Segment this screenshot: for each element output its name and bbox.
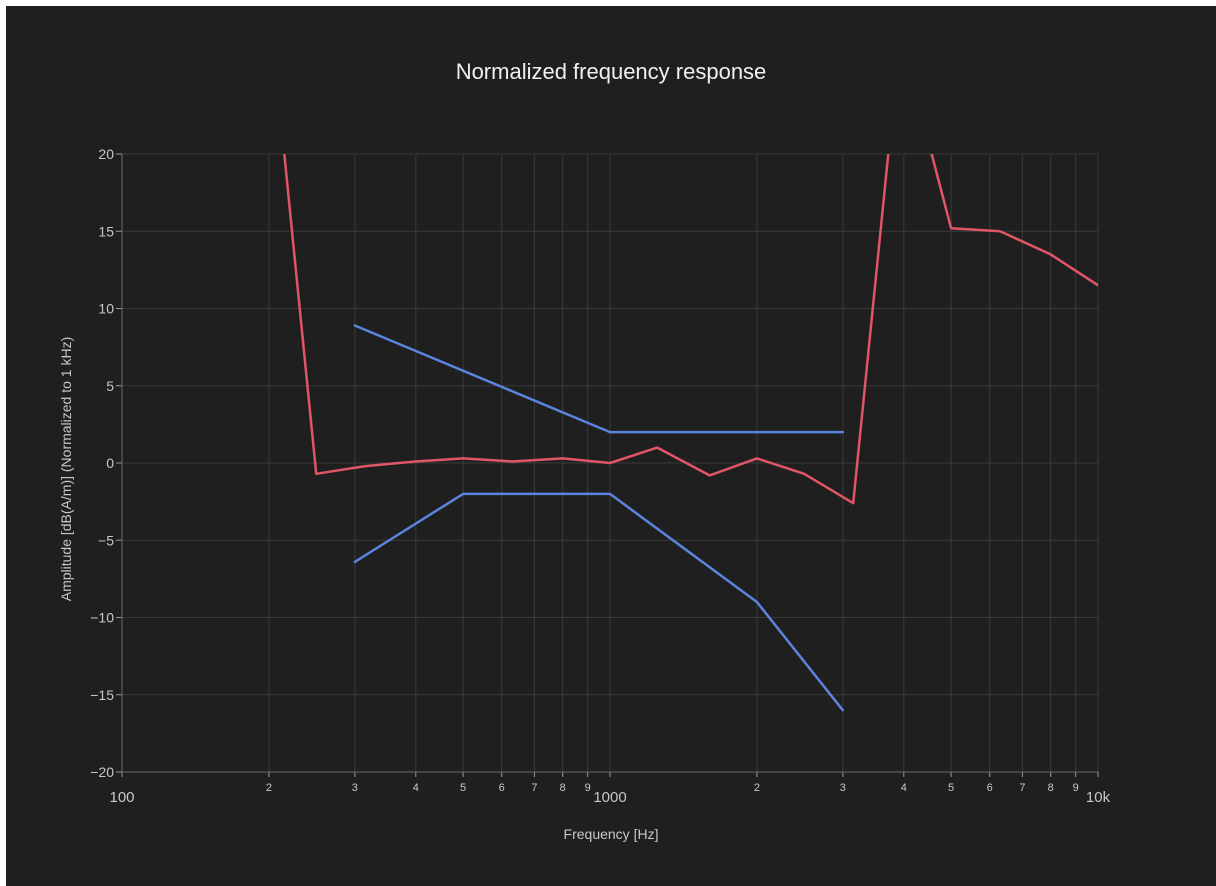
y-tick-label: −20 (90, 764, 114, 780)
y-tick-label: 15 (98, 223, 114, 239)
y-tick-label: −5 (98, 532, 114, 548)
x-minor-tick-label: 4 (901, 782, 907, 794)
x-minor-tick-label: 2 (266, 782, 272, 794)
x-minor-tick-label: 9 (1073, 782, 1079, 794)
tick-labels: 20 15 10 5 0 −5 −10 −15 −20 100 1000 10k 2 3 4 5 6 7 8 9 2 3 4… (90, 146, 1110, 806)
frequency-response-chart: 20 15 10 5 0 −5 −10 −15 −20 100 1000 10k 2 3 4 5 6 7 8 9 2 3 4… (58, 59, 1111, 842)
series-line-2 (353, 324, 845, 434)
y-axis-title: Amplitude [dB(A/m)] (Normalized to 1 kHz… (58, 337, 74, 602)
x-minor-tick-label: 2 (754, 782, 760, 794)
plot-area (283, 154, 1098, 712)
x-minor-tick-label: 7 (1019, 782, 1025, 794)
y-tick-label: −15 (90, 687, 114, 703)
x-minor-tick-label: 7 (531, 782, 537, 794)
y-tick-label: 5 (106, 378, 114, 394)
x-minor-tick-label: 3 (840, 782, 846, 794)
grid (121, 153, 1099, 773)
axes (116, 153, 1099, 777)
x-minor-tick-label: 8 (560, 782, 566, 794)
y-tick-label: 0 (106, 455, 114, 471)
y-tick-label: −10 (90, 610, 114, 626)
x-major-tick-label: 10k (1086, 789, 1111, 806)
x-minor-tick-label: 6 (987, 782, 993, 794)
y-tick-label: 10 (98, 301, 114, 317)
y-tick-label: 20 (98, 146, 114, 162)
x-minor-tick-label: 5 (460, 782, 466, 794)
x-major-tick-label: 1000 (593, 789, 626, 806)
x-major-tick-label: 100 (109, 789, 134, 806)
chart-title: Normalized frequency response (456, 59, 767, 84)
series-line-3 (353, 492, 845, 712)
x-minor-tick-label: 5 (948, 782, 954, 794)
series-line-1 (283, 154, 1098, 505)
x-minor-tick-label: 3 (352, 782, 358, 794)
x-minor-tick-label: 8 (1048, 782, 1054, 794)
chart-panel: 20 15 10 5 0 −5 −10 −15 −20 100 1000 10k 2 3 4 5 6 7 8 9 2 3 4… (6, 6, 1216, 886)
x-axis-title: Frequency [Hz] (564, 826, 659, 842)
x-minor-tick-label: 4 (413, 782, 419, 794)
x-minor-tick-label: 9 (585, 782, 591, 794)
x-minor-tick-label: 6 (499, 782, 505, 794)
